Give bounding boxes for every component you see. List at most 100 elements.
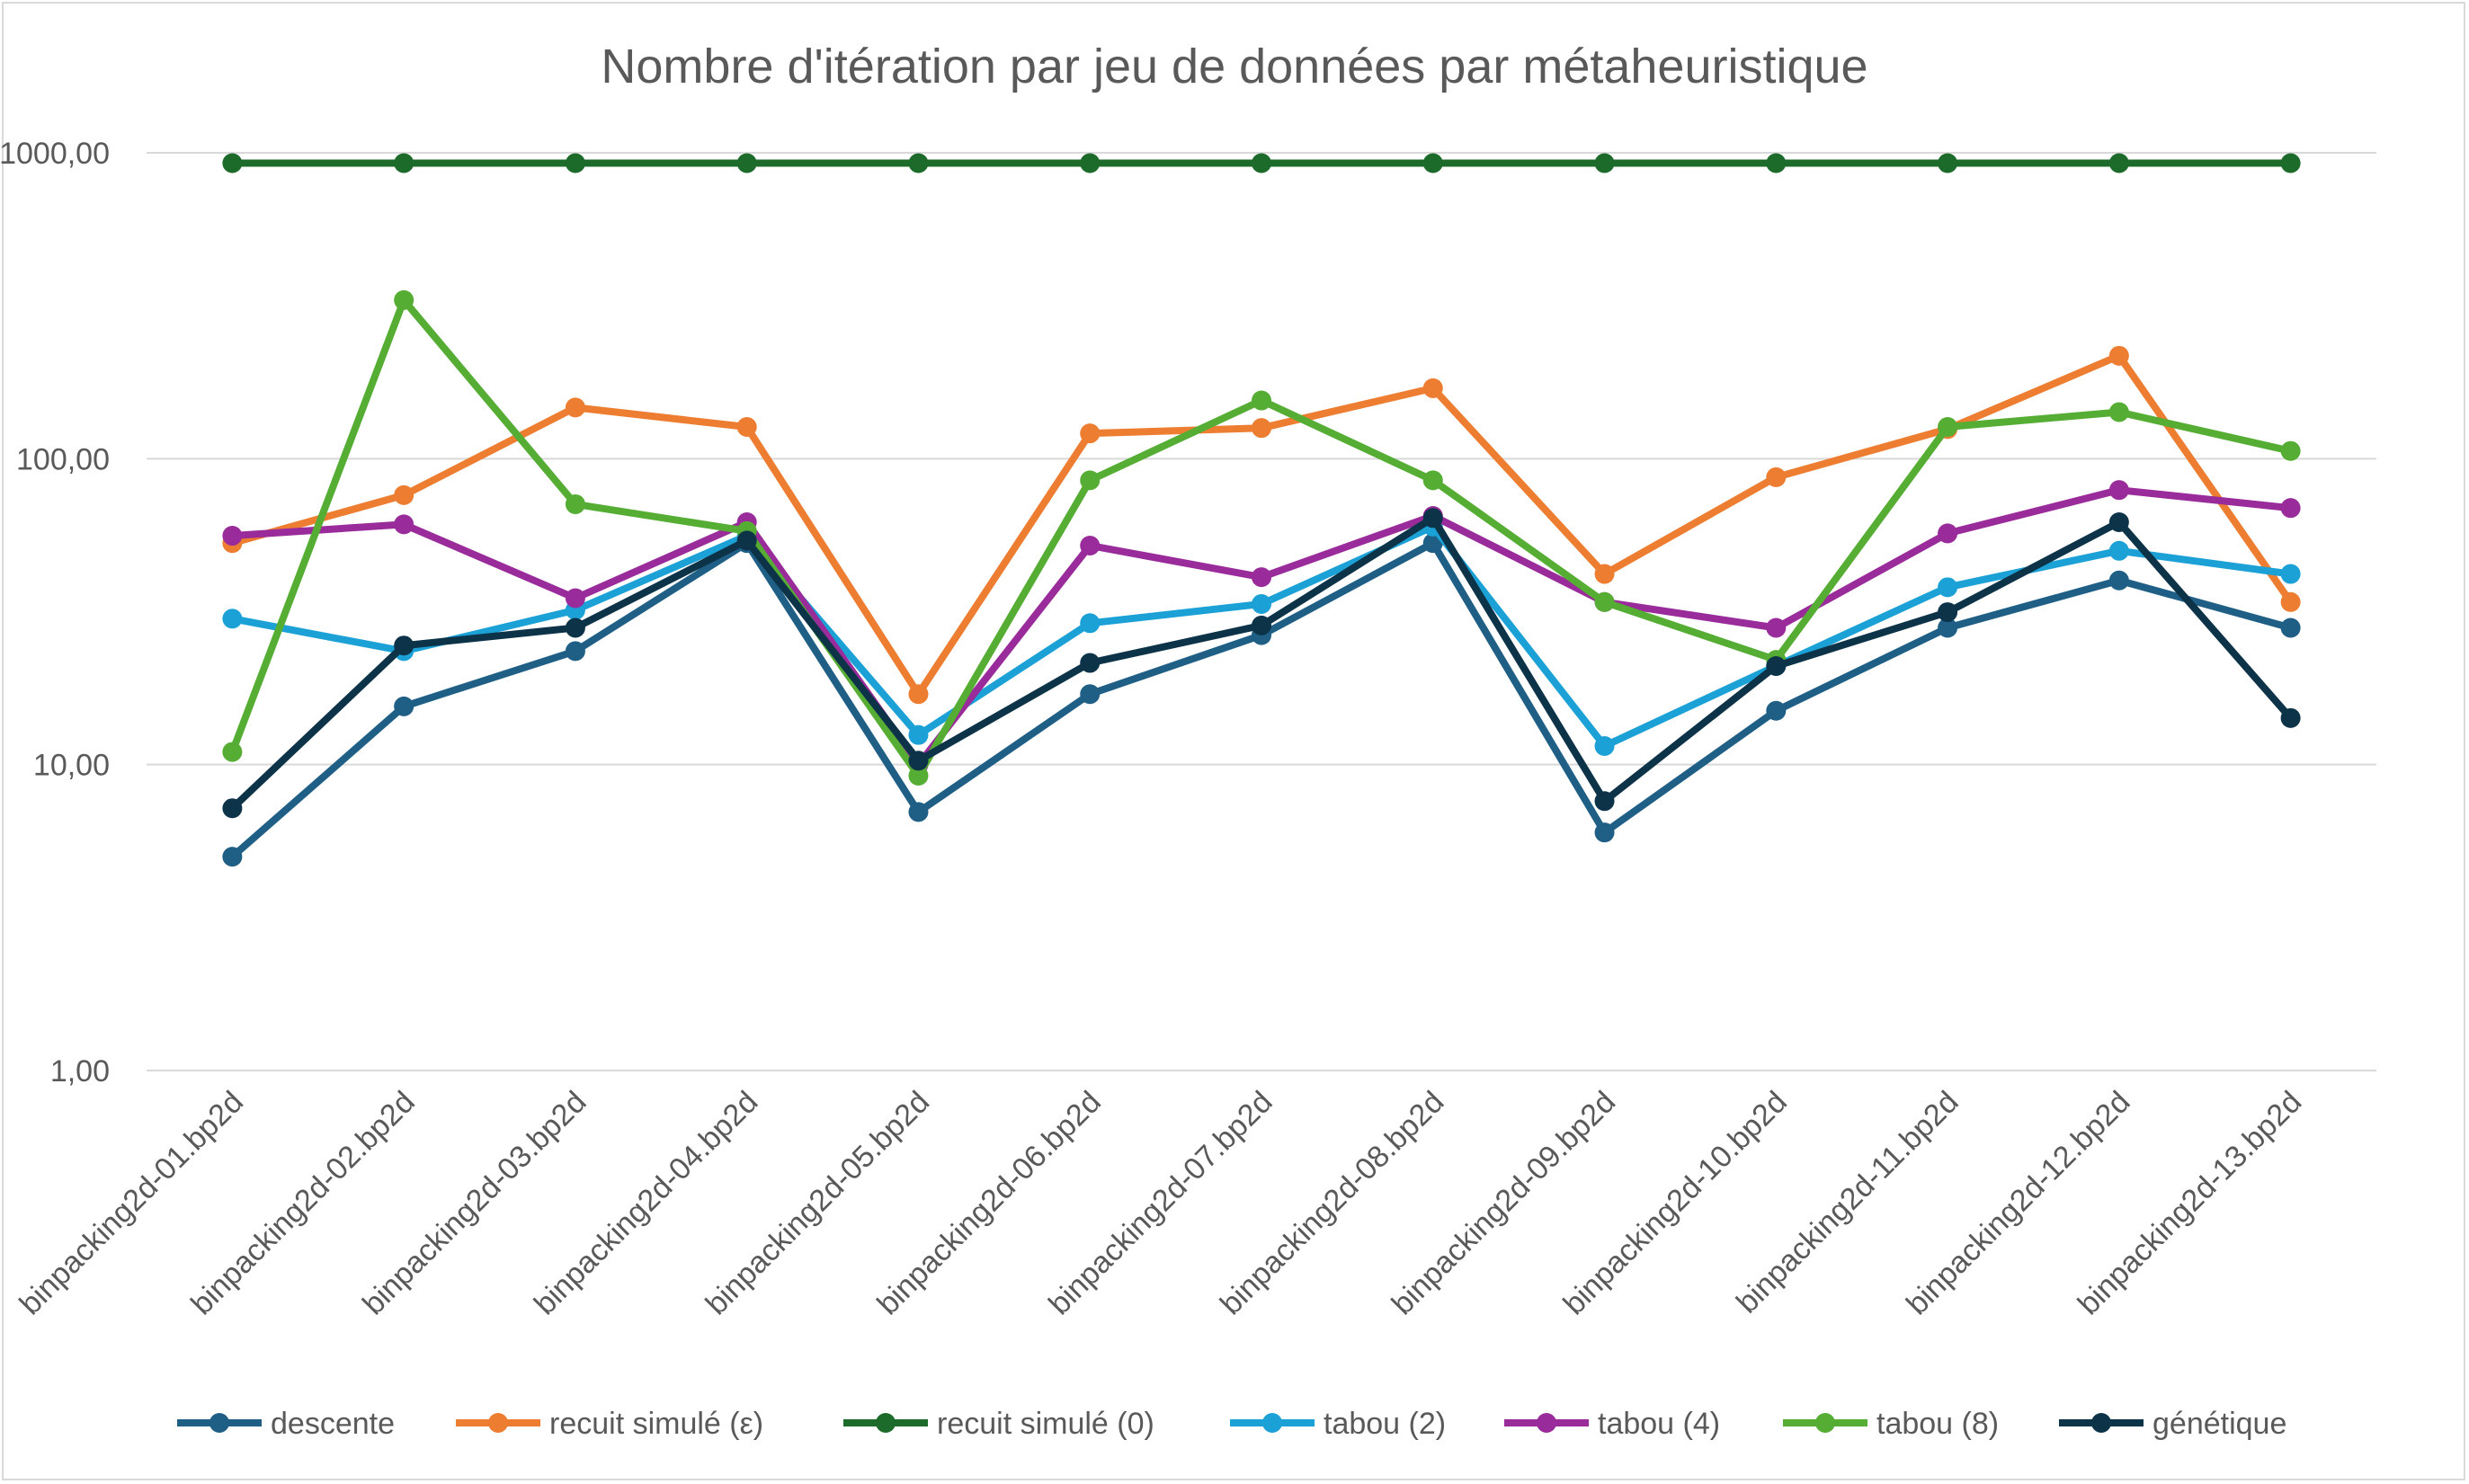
legend-label: tabou (4) bbox=[1598, 1407, 1720, 1441]
data-point bbox=[2108, 511, 2129, 532]
data-point bbox=[1594, 153, 1615, 173]
data-point bbox=[1594, 564, 1615, 584]
legend-swatch-marker bbox=[876, 1413, 896, 1433]
data-point bbox=[1766, 153, 1787, 173]
legend-swatch-marker bbox=[1537, 1413, 1556, 1433]
legend-item: génétique bbox=[2059, 1407, 2286, 1441]
data-point bbox=[908, 751, 929, 771]
data-point bbox=[1080, 423, 1101, 444]
data-point bbox=[1080, 470, 1101, 491]
legend-label: recuit simulé (0) bbox=[937, 1407, 1154, 1441]
series-line bbox=[228, 296, 2295, 779]
x-axis: binpacking2d-01.bp2dbinpacking2d-02.bp2d… bbox=[13, 1085, 2309, 1321]
data-point bbox=[222, 798, 243, 819]
legend-item: recuit simulé (0) bbox=[843, 1407, 1154, 1441]
data-point bbox=[222, 153, 243, 173]
data-point bbox=[1252, 615, 1271, 635]
data-point bbox=[222, 526, 243, 547]
data-point bbox=[222, 742, 243, 762]
data-point bbox=[1594, 591, 1615, 612]
data-point bbox=[1766, 618, 1787, 638]
legend-label: recuit simulé (ε) bbox=[549, 1407, 763, 1441]
data-point bbox=[394, 696, 414, 716]
data-point bbox=[394, 635, 414, 656]
data-point bbox=[1422, 378, 1443, 398]
legend-label: descente bbox=[271, 1407, 395, 1441]
data-point bbox=[1252, 418, 1271, 439]
data-point bbox=[394, 153, 414, 173]
data-point bbox=[2108, 345, 2129, 366]
legend-item: tabou (4) bbox=[1504, 1407, 1720, 1441]
data-point bbox=[2280, 618, 2301, 638]
data-point bbox=[1938, 602, 1958, 623]
data-point bbox=[1252, 153, 1271, 173]
data-point bbox=[1422, 470, 1443, 491]
data-point bbox=[1422, 508, 1443, 529]
legend-label: génétique bbox=[2153, 1407, 2286, 1441]
y-tick-label: 10,00 bbox=[33, 749, 110, 783]
data-point bbox=[1938, 577, 1958, 598]
data-point bbox=[1422, 153, 1443, 173]
data-point bbox=[2280, 498, 2301, 519]
data-point bbox=[1766, 656, 1787, 677]
legend-item: tabou (8) bbox=[1783, 1407, 1999, 1441]
data-point bbox=[565, 397, 585, 418]
data-point bbox=[565, 588, 585, 609]
data-point bbox=[2108, 480, 2129, 501]
data-point bbox=[1766, 467, 1787, 487]
y-tick-label: 1,00 bbox=[50, 1054, 110, 1089]
data-point bbox=[2280, 440, 2301, 461]
data-point bbox=[2108, 540, 2129, 561]
data-point bbox=[1938, 417, 1958, 438]
data-point bbox=[908, 153, 929, 173]
data-point bbox=[1080, 684, 1101, 705]
data-point bbox=[565, 618, 585, 638]
data-point bbox=[2280, 564, 2301, 584]
data-point bbox=[2280, 591, 2301, 612]
data-point bbox=[2108, 153, 2129, 173]
legend-swatch-marker bbox=[1262, 1413, 1282, 1433]
data-point bbox=[1252, 390, 1271, 411]
data-point bbox=[908, 724, 929, 745]
chart-title: Nombre d'itération par jeu de données pa… bbox=[601, 40, 1867, 93]
legend-label: tabou (8) bbox=[1876, 1407, 1999, 1441]
data-point bbox=[1594, 791, 1615, 812]
data-point bbox=[2280, 153, 2301, 173]
data-point bbox=[1252, 593, 1271, 614]
data-point bbox=[736, 417, 757, 438]
series-line bbox=[228, 539, 2295, 861]
y-tick-label: 100,00 bbox=[16, 442, 110, 476]
data-point bbox=[394, 514, 414, 535]
legend-swatch-marker bbox=[2091, 1413, 2111, 1433]
data-point bbox=[1766, 700, 1787, 721]
legend: descente recuit simulé (ε) recuit simulé (… bbox=[177, 1407, 2286, 1441]
data-point bbox=[565, 153, 585, 173]
legend-swatch-marker bbox=[488, 1413, 508, 1433]
data-point bbox=[2108, 402, 2129, 422]
data-point bbox=[1080, 653, 1101, 673]
data-point bbox=[394, 289, 414, 310]
legend-item: descente bbox=[177, 1407, 395, 1441]
data-point bbox=[1080, 613, 1101, 634]
data-point bbox=[736, 530, 757, 551]
series-5 bbox=[222, 289, 2301, 786]
data-point bbox=[1594, 736, 1615, 757]
y-tick-label: 1000,00 bbox=[0, 137, 110, 171]
legend-swatch-marker bbox=[1815, 1413, 1835, 1433]
data-point bbox=[1938, 523, 1958, 544]
data-point bbox=[1938, 153, 1958, 173]
data-point bbox=[1080, 535, 1101, 555]
legend-item: recuit simulé (ε) bbox=[456, 1407, 763, 1441]
plot-area bbox=[222, 153, 2301, 867]
data-point bbox=[222, 847, 243, 867]
data-point bbox=[908, 765, 929, 786]
data-point bbox=[222, 609, 243, 629]
data-point bbox=[1938, 618, 1958, 638]
data-point bbox=[908, 802, 929, 822]
legend-label: tabou (2) bbox=[1324, 1407, 1446, 1441]
legend-swatch-marker bbox=[209, 1413, 229, 1433]
data-point bbox=[908, 684, 929, 705]
data-point bbox=[565, 641, 585, 662]
data-point bbox=[1252, 567, 1271, 588]
